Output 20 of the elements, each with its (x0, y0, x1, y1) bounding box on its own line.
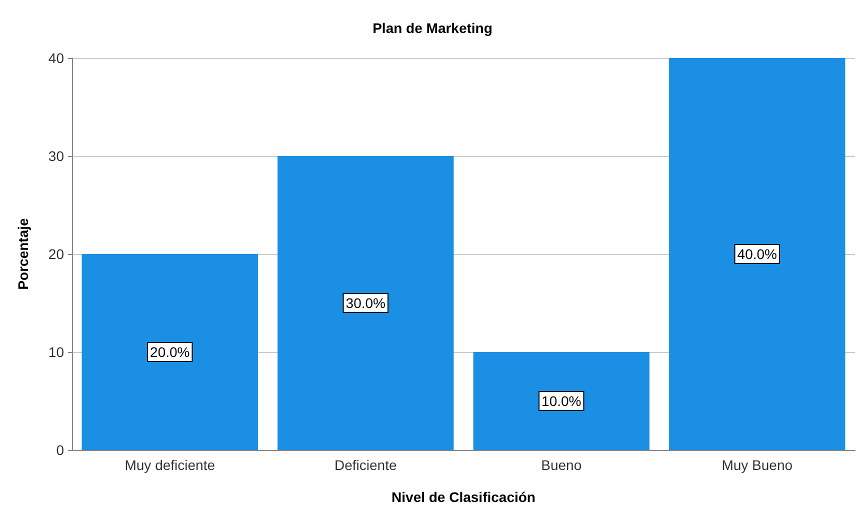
data-label: 20.0% (150, 344, 190, 360)
y-tick-label: 40 (48, 50, 64, 66)
bar (669, 58, 846, 450)
x-tick-label: Bueno (541, 457, 582, 473)
bar (278, 156, 454, 450)
bar (82, 254, 258, 450)
data-label: 10.0% (542, 393, 582, 409)
y-tick-label: 10 (48, 344, 64, 360)
x-tick-label: Deficiente (334, 457, 397, 473)
x-tick-label: Muy Bueno (722, 457, 793, 473)
data-label: 40.0% (737, 246, 777, 262)
y-tick-label: 0 (56, 442, 64, 458)
y-axis-title: Porcentaje (15, 218, 31, 290)
x-tick-label: Muy deficiente (124, 457, 216, 473)
y-tick-label: 20 (48, 246, 64, 262)
x-axis-title: Nivel de Clasificación (392, 489, 536, 505)
data-label: 30.0% (346, 295, 386, 311)
y-tick-label: 30 (48, 148, 64, 164)
bar (473, 352, 650, 450)
chart-title: Plan de Marketing (372, 20, 492, 36)
